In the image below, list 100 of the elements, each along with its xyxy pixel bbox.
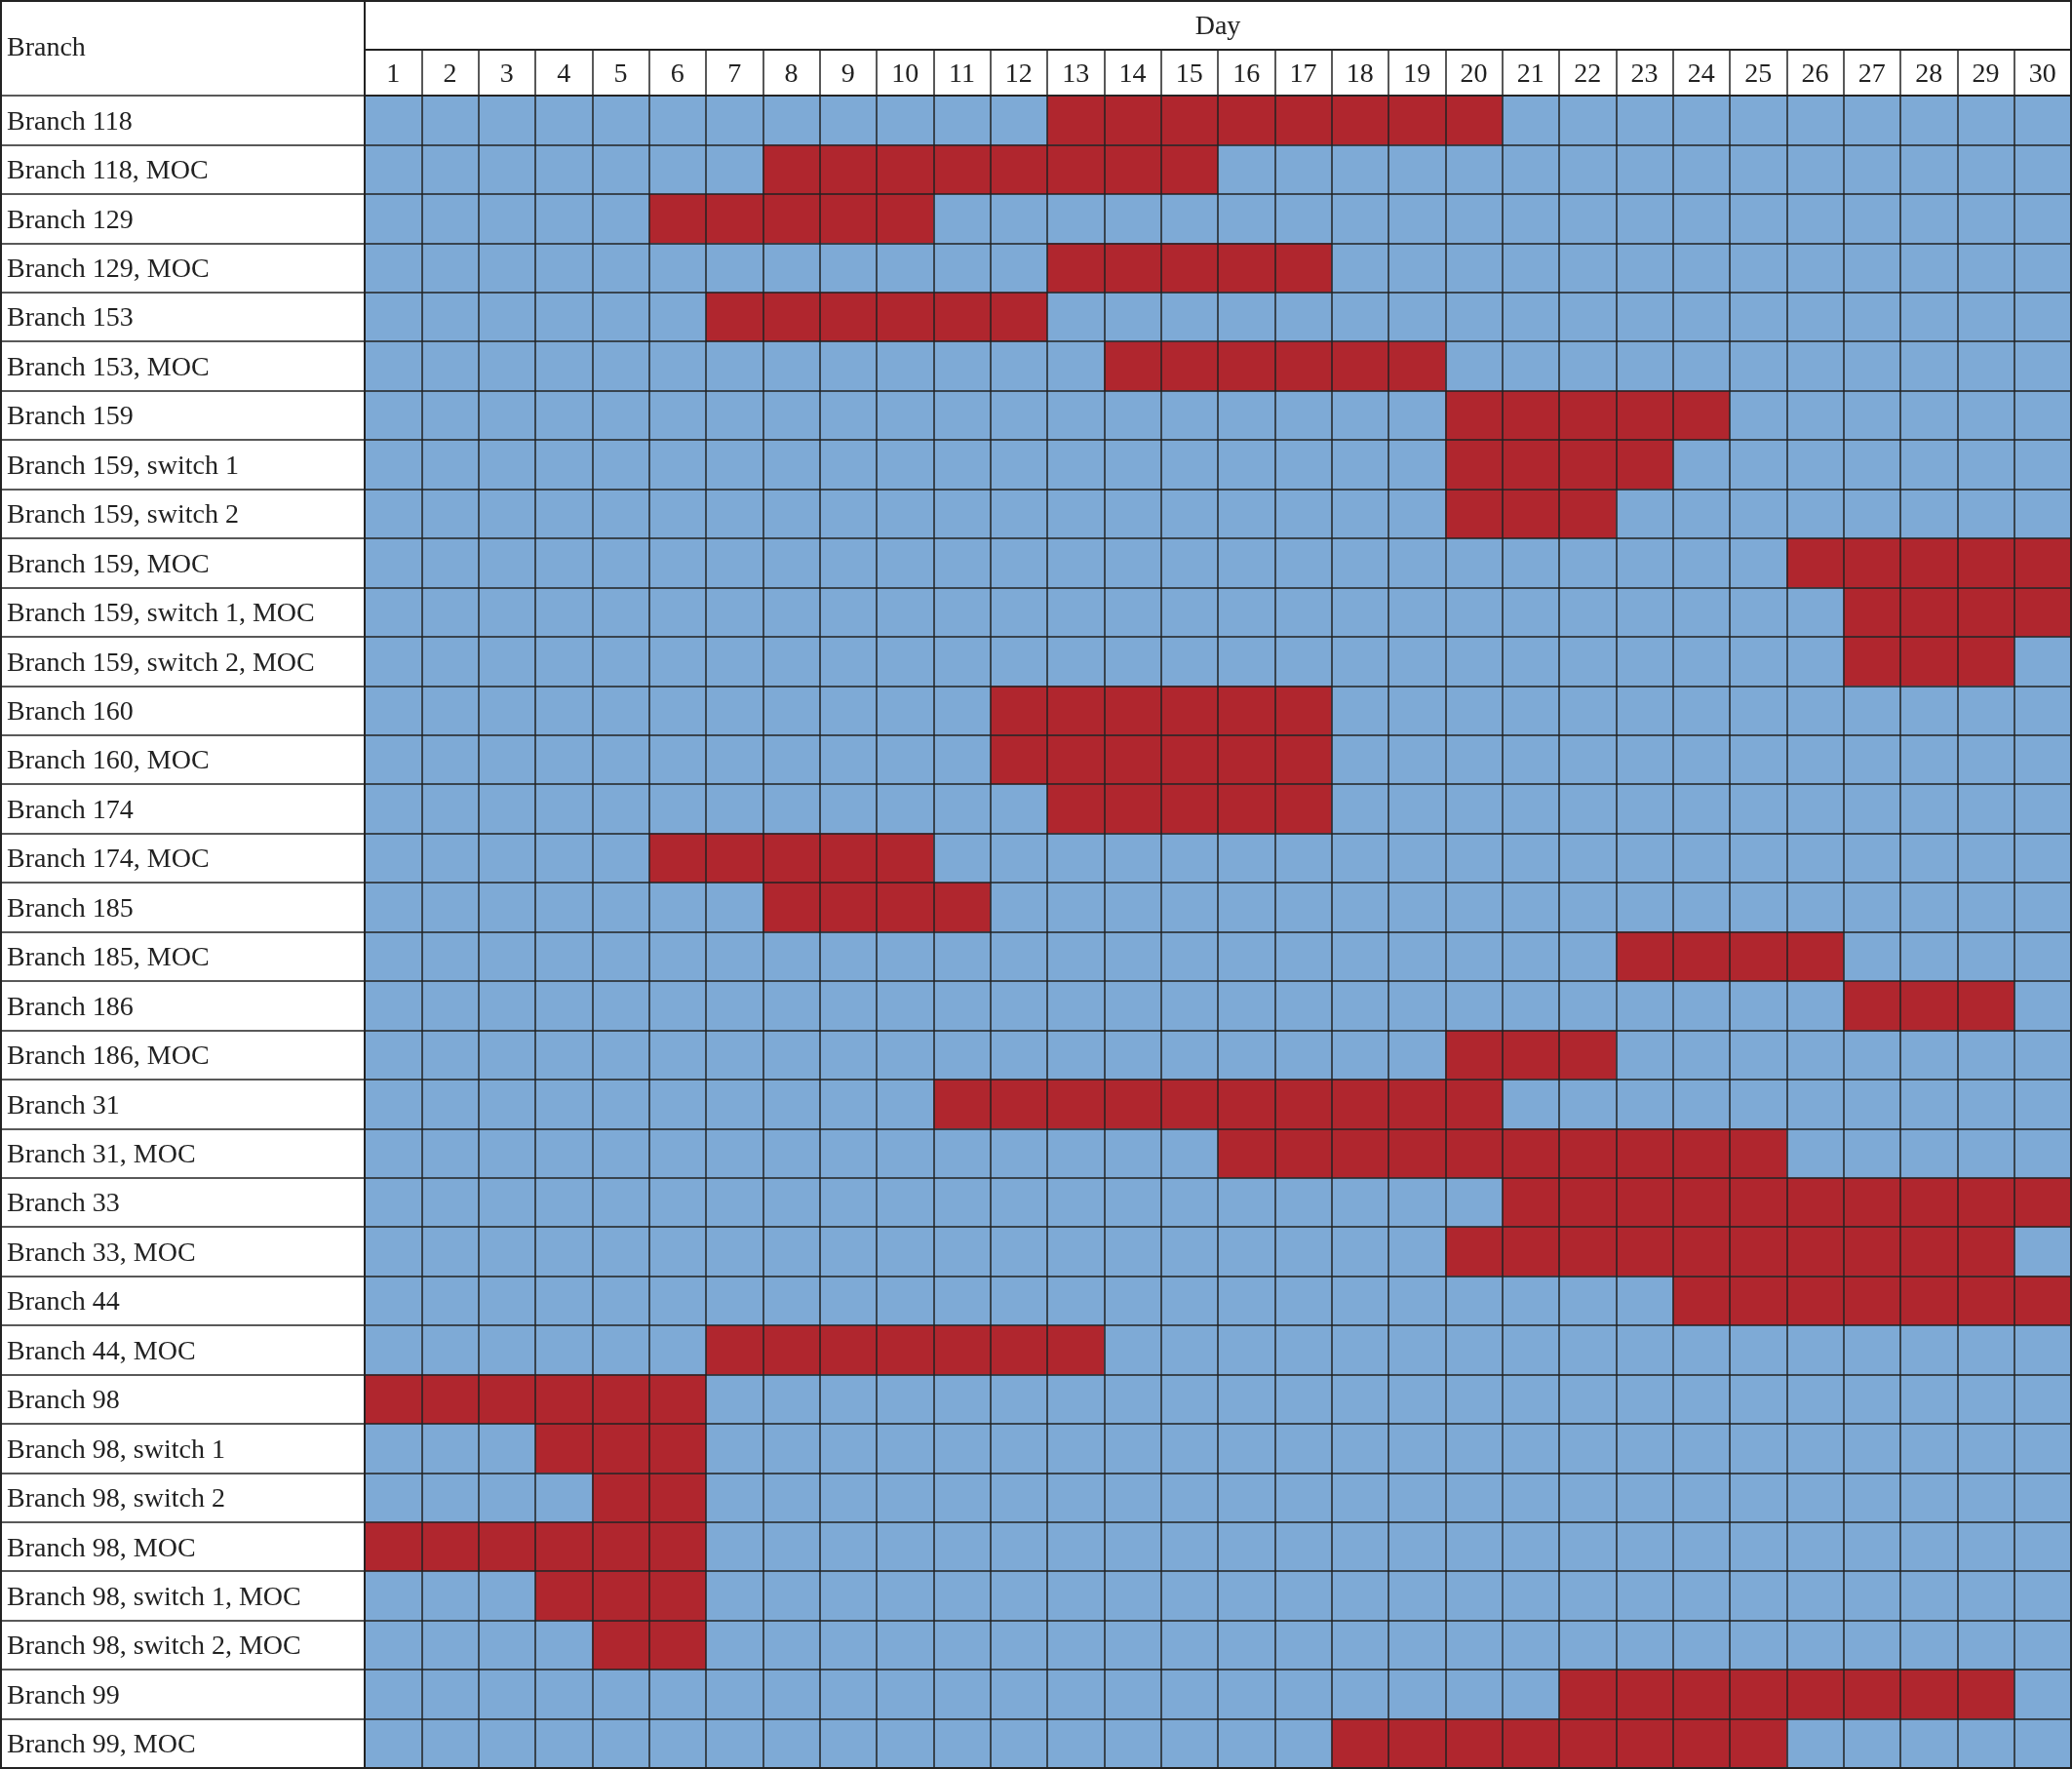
bar (933, 1079, 1503, 1129)
x-tick-label: 29 (1972, 57, 2000, 88)
y-tick-label: Branch 159, switch 2 (7, 498, 239, 530)
bar (1843, 636, 2014, 687)
y-tick-label: Branch 174, MOC (7, 843, 210, 874)
x-axis-title: Day (1194, 9, 1241, 40)
x-tick-label: 21 (1516, 57, 1544, 88)
y-tick-label: Branch 44 (7, 1285, 120, 1317)
x-tick-label: 4 (557, 57, 571, 88)
x-tick-label: 23 (1630, 57, 1659, 88)
y-tick-label: Branch 186 (7, 990, 134, 1021)
bar (1843, 587, 2071, 637)
y-tick-label: Branch 99, MOC (7, 1728, 196, 1759)
y-tick-label: Branch 118 (7, 104, 133, 136)
bar (1445, 1227, 2014, 1277)
y-tick-label: Branch 160 (7, 695, 134, 727)
bar (648, 833, 934, 884)
y-axis-title: Branch (7, 30, 86, 61)
x-tick-label: 10 (891, 57, 919, 88)
y-tick-label: Branch 33 (7, 1187, 120, 1218)
x-tick-label: 27 (1857, 57, 1886, 88)
bar (1559, 1670, 2014, 1719)
bar (365, 1374, 706, 1424)
x-tick-label: 12 (1004, 57, 1033, 88)
x-tick-label: 18 (1346, 57, 1374, 88)
y-tick-label: Branch 98, switch 2 (7, 1482, 225, 1513)
bar (535, 1571, 706, 1621)
y-tick-label: Branch 185 (7, 891, 134, 923)
bar (1047, 784, 1332, 834)
bar (1445, 390, 1730, 441)
x-tick-label: 30 (2028, 57, 2056, 88)
x-tick-label: 1 (386, 57, 401, 88)
x-tick-label: 14 (1118, 57, 1147, 88)
y-tick-label: Branch 185, MOC (7, 941, 210, 972)
y-tick-label: Branch 44, MOC (7, 1334, 196, 1365)
x-tick-label: 26 (1801, 57, 1829, 88)
x-tick-label: 3 (499, 57, 514, 88)
x-tick-label: 24 (1687, 57, 1715, 88)
y-tick-label: Branch 153 (7, 301, 134, 333)
bar (1786, 537, 2071, 588)
bar (1047, 96, 1503, 145)
y-tick-label: Branch 129 (7, 203, 134, 234)
bar (1331, 1718, 1787, 1768)
y-tick-label: Branch 31, MOC (7, 1137, 196, 1168)
y-tick-label: Branch 159, switch 1 (7, 449, 239, 480)
bar (762, 883, 991, 932)
bar (365, 1521, 706, 1572)
x-tick-label: 7 (727, 57, 742, 88)
x-tick-label: 22 (1574, 57, 1602, 88)
y-tick-label: Branch 98, MOC (7, 1531, 196, 1562)
y-tick-label: Branch 174 (7, 793, 134, 824)
bar (1616, 931, 1844, 981)
bar (990, 686, 1332, 735)
x-tick-label: 8 (784, 57, 799, 88)
x-tick-label: 20 (1460, 57, 1488, 88)
x-tick-label: 2 (443, 57, 457, 88)
y-tick-label: Branch 186, MOC (7, 1040, 210, 1071)
y-tick-label: Branch 153, MOC (7, 350, 210, 381)
bar (535, 1423, 706, 1474)
bar (592, 1473, 706, 1522)
bar (762, 144, 1218, 194)
y-tick-label: Branch 160, MOC (7, 744, 210, 775)
x-tick-label: 5 (613, 57, 628, 88)
x-tick-label: 19 (1403, 57, 1431, 88)
y-tick-label: Branch 159, MOC (7, 547, 210, 578)
x-tick-label: 17 (1289, 57, 1317, 88)
bar (648, 193, 934, 244)
bar (1218, 1128, 1787, 1178)
y-tick-label: Branch 159 (7, 400, 134, 431)
bar (706, 292, 1047, 342)
y-tick-label: Branch 98 (7, 1384, 120, 1415)
bar (1672, 1276, 2071, 1326)
bar (1445, 440, 1673, 490)
y-tick-label: Branch 159, switch 2, MOC (7, 646, 315, 677)
y-tick-label: Branch 129, MOC (7, 253, 210, 284)
bar (1502, 1177, 2071, 1228)
y-tick-label: Branch 98, switch 2, MOC (7, 1630, 301, 1661)
x-tick-label: 9 (841, 57, 855, 88)
x-tick-label: 13 (1062, 57, 1090, 88)
y-tick-label: Branch 118, MOC (7, 154, 209, 185)
bar (990, 734, 1332, 785)
x-tick-label: 11 (949, 57, 975, 88)
y-tick-label: Branch 31 (7, 1088, 120, 1120)
y-tick-label: Branch 99 (7, 1678, 120, 1710)
x-tick-label: 25 (1744, 57, 1773, 88)
x-tick-label: 15 (1175, 57, 1203, 88)
y-tick-label: Branch 159, switch 1, MOC (7, 597, 315, 628)
bar (1104, 341, 1446, 391)
y-tick-label: Branch 98, switch 1 (7, 1433, 225, 1464)
x-tick-label: 28 (1915, 57, 1943, 88)
bar (706, 1325, 1105, 1375)
y-tick-label: Branch 33, MOC (7, 1236, 196, 1267)
bar (592, 1620, 706, 1671)
bar (1843, 980, 2014, 1031)
x-tick-label: 6 (670, 57, 684, 88)
x-tick-label: 16 (1232, 57, 1261, 88)
bar (1047, 243, 1332, 293)
bar (1445, 1030, 1617, 1080)
bar (1445, 489, 1617, 538)
y-tick-label: Branch 98, switch 1, MOC (7, 1580, 301, 1611)
